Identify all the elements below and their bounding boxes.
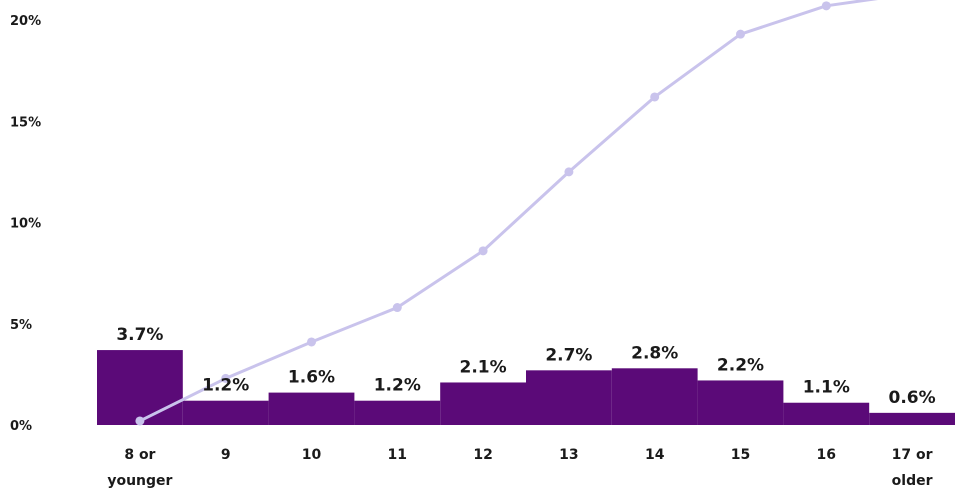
x-tick-label-line: 11: [388, 447, 407, 463]
line-point: [221, 373, 231, 383]
bar-data-label: 0.6%: [889, 388, 936, 408]
bar: [526, 370, 612, 425]
x-tick-label: 12: [473, 447, 492, 463]
x-tick-label-line: older: [892, 473, 933, 489]
x-tick-label-line: 9: [221, 447, 231, 463]
x-tick-label: 9: [221, 447, 231, 463]
bar-data-label: 1.1%: [803, 378, 850, 398]
bar-data-label: 3.7%: [116, 325, 163, 345]
bar: [354, 400, 441, 425]
bar: [182, 400, 269, 425]
bar-data-label: 1.2%: [202, 376, 249, 396]
bar-data-label: 2.2%: [717, 355, 764, 375]
x-tick-label: 11: [388, 447, 407, 463]
line-point: [307, 337, 316, 347]
y-axis: 0% 5% 10% 15% 20%: [10, 14, 41, 434]
x-tick-label: 14: [645, 447, 665, 463]
y-tick-label: 15%: [10, 115, 41, 130]
y-tick-label: 5%: [10, 318, 32, 333]
y-tick-label: 0%: [10, 419, 32, 434]
x-tick-label-line: 16: [817, 447, 836, 463]
line-path: [139, 0, 879, 423]
bar: [783, 402, 870, 425]
x-tick-label: 16: [817, 447, 836, 463]
bar-data-label: 2.1%: [460, 357, 507, 377]
bar: [611, 368, 698, 425]
bar: [869, 412, 955, 425]
bar: [440, 382, 526, 425]
line-point: [478, 246, 488, 256]
x-tick-label: 13: [559, 447, 578, 463]
y-tick-label: 20%: [10, 14, 41, 29]
x-tick-label: 10: [302, 447, 322, 463]
x-tick-label: 15: [731, 447, 750, 463]
x-tick-label-line: 12: [473, 447, 492, 463]
bar: [268, 392, 355, 425]
x-axis: 8 or younger 9 10 11 12 13 14 15 16 17 or older: [107, 447, 932, 489]
bar: [697, 380, 784, 425]
x-tick-label-line: 14: [645, 447, 665, 463]
line-point: [736, 29, 745, 39]
line-point: [392, 303, 402, 313]
cumulative-line-series: [135, 0, 879, 426]
x-tick-label-line: 13: [559, 447, 578, 463]
bar-data-label: 1.6%: [288, 368, 335, 388]
bar-data-label: 2.7%: [545, 345, 592, 365]
bar-data-label: 2.8%: [631, 343, 678, 363]
data-labels: 3.7% 1.2% 1.6% 1.2% 2.1% 2.7% 2.8% 2.2% 1.1% 0.6%: [116, 325, 935, 408]
bar-data-label: 1.2%: [374, 376, 421, 396]
x-tick-label-line: 17 or: [892, 447, 933, 463]
x-tick-label-line: 8 or: [124, 447, 155, 463]
bar: [97, 350, 183, 425]
x-tick-label: 17 or older: [892, 447, 933, 489]
line-point: [135, 416, 145, 426]
line-point: [821, 1, 831, 11]
x-tick-label-line: 10: [302, 447, 322, 463]
x-tick-label-line: younger: [107, 473, 172, 489]
y-tick-label: 10%: [10, 217, 41, 232]
x-tick-label-line: 15: [731, 447, 750, 463]
x-tick-label: 8 or younger: [107, 447, 172, 489]
bar-series: [97, 350, 955, 425]
line-point: [650, 92, 660, 102]
line-point: [564, 167, 574, 177]
